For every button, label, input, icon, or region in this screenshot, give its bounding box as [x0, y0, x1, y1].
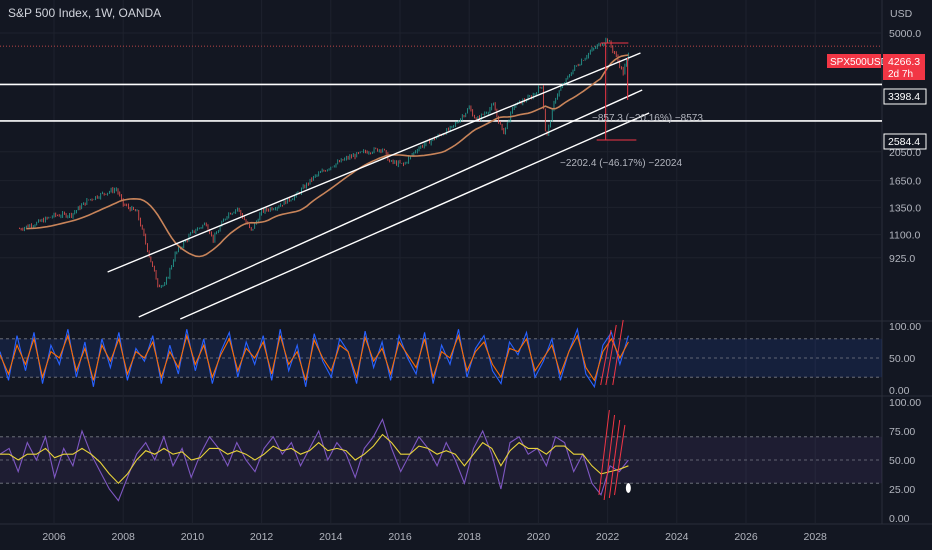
chart-title: S&P 500 Index, 1W, OANDA	[8, 6, 161, 20]
rsi-tick-75.00: 75.00	[889, 426, 915, 438]
stoch-d-line	[0, 333, 629, 382]
time-tick-2026: 2026	[734, 531, 758, 543]
price-badge-countdown: 2d 7h	[888, 69, 913, 80]
price-badge-symbol-bg	[827, 54, 881, 68]
rsi-red-mark-1	[598, 409, 610, 496]
rsi-tick-50.00: 50.00	[889, 455, 915, 467]
time-tick-2014: 2014	[319, 531, 343, 543]
rsi-tick-0.00: 0.00	[889, 513, 910, 525]
drawdown-annotation-2: −2202.4 (−46.17%) −22024	[560, 158, 682, 169]
rsi-ma-line	[0, 433, 629, 484]
level-label-2: 2584.4	[883, 133, 927, 150]
stoch-k-line	[0, 327, 629, 389]
time-tick-2024: 2024	[665, 531, 689, 543]
time-tick-2028: 2028	[804, 531, 828, 543]
time-tick-2008: 2008	[112, 531, 136, 543]
rsi-tick-25.00: 25.00	[889, 484, 915, 496]
level-label-2-text: 2584.4	[888, 136, 920, 148]
price-tick-1100.0: 1100.0	[889, 230, 920, 242]
axis-layer: 2006 2008 2010 2012 2014 2016 2018 2020 2022 2024…	[42, 28, 921, 543]
level-label-1: 3398.4	[883, 88, 927, 105]
price-badge-price: 4266.3	[888, 56, 920, 68]
stoch-tick-100.00: 100.00	[889, 321, 921, 333]
stoch-red-mark-3	[612, 319, 624, 386]
level-label-1-text: 3398.4	[888, 91, 920, 103]
rsi-tick-100.00: 100.00	[889, 397, 921, 409]
price-badge: SPX500USD 4266.3 2d 7h	[827, 54, 925, 80]
rsi-red-mark-4	[614, 424, 626, 496]
rsi-red-mark-3	[608, 419, 621, 499]
price-tick-1650.0: 1650.0	[889, 176, 921, 188]
rsi-cursor-marker	[625, 483, 631, 493]
currency-label: USD	[890, 8, 913, 20]
stoch-tick-50.00: 50.00	[889, 353, 915, 365]
rsi-red-mark-2	[603, 414, 616, 501]
price-badge-value-bg	[883, 54, 925, 80]
price-tick-1350.0: 1350.0	[889, 202, 921, 214]
time-tick-2010: 2010	[181, 531, 205, 543]
time-tick-2018: 2018	[458, 531, 482, 543]
price-tick-2050.0: 2050.0	[889, 147, 921, 159]
main-price-pane[interactable]	[0, 37, 882, 320]
price-tick-925.0: 925.0	[889, 253, 915, 265]
stochastic-rsi-pane[interactable]	[0, 319, 882, 389]
channel-line-2	[138, 89, 643, 318]
channel-line-1	[107, 52, 641, 273]
stoch-red-mark-1	[600, 329, 612, 386]
time-tick-2012: 2012	[250, 531, 274, 543]
stoch-tick-0.00: 0.00	[889, 385, 910, 397]
channel-line-3	[180, 112, 650, 320]
moving-average-line	[26, 54, 629, 258]
stoch-red-mark-2	[605, 324, 617, 386]
time-tick-2020: 2020	[527, 531, 551, 543]
time-tick-2016: 2016	[388, 531, 412, 543]
price-badge-symbol: SPX500USD	[830, 57, 888, 68]
level-label-2-box	[883, 133, 927, 150]
time-tick-2006: 2006	[42, 531, 66, 543]
price-tick-5000.0: 5000.0	[889, 28, 921, 40]
level-label-1-box	[883, 88, 927, 105]
drawdown-annotation-1: −857.3 (−20.16%) −8573	[592, 113, 703, 124]
candles	[18, 37, 629, 289]
rsi-pane[interactable]	[0, 409, 882, 502]
time-tick-2022: 2022	[596, 531, 620, 543]
